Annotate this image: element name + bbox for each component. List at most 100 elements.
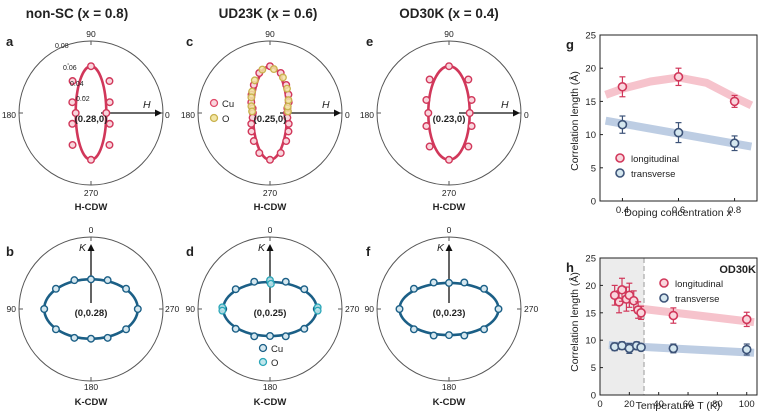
axis-arrow-label: H <box>501 99 509 111</box>
radial-ring-mark <box>59 46 62 49</box>
x-tick-label: 0.8 <box>728 205 741 216</box>
polar-data-point-o <box>258 65 267 74</box>
x-tick-label: 0 <box>597 399 602 410</box>
angle-label-bottom: 270 <box>84 188 98 198</box>
axis-arrow-label: K <box>79 242 87 254</box>
angle-label-bottom: 180 <box>263 382 277 392</box>
panel-label-c: c <box>186 34 193 49</box>
polar-data-point <box>425 75 434 84</box>
angle-label-bottom: 270 <box>263 188 277 198</box>
radial-tick-label: 0.06 <box>63 65 77 72</box>
panel-label-a: a <box>6 34 14 49</box>
radial-ring-mark <box>67 63 69 65</box>
polar-data-point <box>395 305 404 314</box>
angle-label-bottom: 180 <box>442 382 456 392</box>
radial-tick-label: 0.02 <box>76 96 90 103</box>
polar-data-point <box>460 278 469 287</box>
polar-data-point <box>281 332 290 341</box>
polar-data-point <box>429 278 438 287</box>
angle-label-top: 90 <box>86 29 96 39</box>
legend-marker-transverse <box>615 168 625 178</box>
polar-data-point <box>51 325 60 334</box>
polar-data-point <box>281 277 290 286</box>
polar-data-point <box>249 137 258 146</box>
h-axis-arrowhead <box>513 109 520 117</box>
legend-label-longitudinal: longitudinal <box>675 279 723 290</box>
angle-label-top: 0 <box>268 225 273 235</box>
polar-data-point <box>300 285 309 294</box>
data-point-transverse <box>741 344 752 355</box>
panel-label-g: g <box>566 37 574 52</box>
polar-data-point <box>122 325 131 334</box>
polar-data-point <box>250 332 259 341</box>
column-title-od30k: OD30K (x = 0.4) <box>399 6 498 21</box>
legend-marker-transverse <box>659 293 669 303</box>
panel-caption: K-CDW <box>254 397 287 408</box>
polar-data-point <box>40 305 49 314</box>
angle-label-bottom: 180 <box>84 382 98 392</box>
chart-panel-h: 0 20 40 60 80 100 0 5 10 15 20 25 <box>585 254 758 410</box>
column-title-nonsc: non-SC (x = 0.8) <box>26 6 128 21</box>
panel-caption: K-CDW <box>433 397 466 408</box>
center-label: (0.23,0) <box>433 114 466 125</box>
legend-marker-cu <box>209 98 219 108</box>
polar-data-point <box>465 108 474 117</box>
polar-data-point <box>282 137 291 146</box>
radial-tick-label: 0.08 <box>55 43 69 50</box>
polar-data-point <box>68 119 77 128</box>
polar-data-point <box>276 148 285 157</box>
x-tick-label: 40 <box>653 399 664 410</box>
polar-data-point <box>102 108 111 117</box>
polar-data-point <box>68 140 77 149</box>
k-axis-arrowhead <box>445 244 453 251</box>
angle-label-top: 0 <box>89 225 94 235</box>
polar-data-point-o <box>284 96 293 105</box>
polar-data-point <box>300 324 309 333</box>
polar-data-point <box>480 325 489 334</box>
legend-label-transverse: transverse <box>631 169 675 180</box>
legend-marker-longitudinal <box>659 278 669 288</box>
polar-data-point-o <box>266 279 275 288</box>
panel-caption: H-CDW <box>254 202 287 213</box>
panel-label-b: b <box>6 244 14 259</box>
y-axis-label-h: Correlation length (Å) <box>568 272 581 372</box>
polar-data-point <box>464 75 473 84</box>
center-label: (0,0.28) <box>75 308 108 319</box>
y-tick-label: 10 <box>585 336 596 347</box>
legend-marker-cu <box>258 343 268 353</box>
y-axis-label-g: Correlation length (Å) <box>568 71 581 171</box>
y-tick-label: 0 <box>591 197 596 208</box>
polar-data-point-o <box>250 76 259 85</box>
legend-label-transverse: transverse <box>675 294 719 305</box>
polar-data-point <box>445 155 454 164</box>
axis-arrow-label: H <box>143 99 151 111</box>
x-tick-label: 0.4 <box>616 205 629 216</box>
panel-label-e: e <box>366 34 373 49</box>
polar-data-point <box>445 62 454 71</box>
polar-data-point-o <box>283 84 291 93</box>
y-tick-label: 20 <box>585 64 596 75</box>
polar-data-point-o <box>278 73 287 82</box>
angle-label-top: 90 <box>265 29 275 39</box>
panel-caption: H-CDW <box>433 202 466 213</box>
polar-panel-c <box>197 40 343 186</box>
x-axis-label-h: Temperature T (K) <box>636 400 721 412</box>
axis-arrow-label: H <box>322 99 330 111</box>
y-tick-label: 0 <box>591 391 596 402</box>
polar-panel-b <box>18 236 164 382</box>
legend-marker-longitudinal <box>615 153 625 163</box>
y-tick-label: 15 <box>585 308 596 319</box>
polar-data-point <box>445 278 454 287</box>
axis-arrow-label: K <box>258 242 266 254</box>
y-tick-label: 20 <box>585 281 596 292</box>
polar-data-point <box>86 275 95 284</box>
polar-data-point <box>105 77 114 86</box>
polar-data-point <box>231 324 240 333</box>
angle-label-right: 270 <box>345 304 359 314</box>
x-tick-label: 100 <box>739 399 755 410</box>
polar-data-point <box>429 331 438 340</box>
panel-caption: K-CDW <box>75 397 108 408</box>
y-tick-label: 15 <box>585 97 596 108</box>
angle-label-left: 90 <box>7 304 17 314</box>
